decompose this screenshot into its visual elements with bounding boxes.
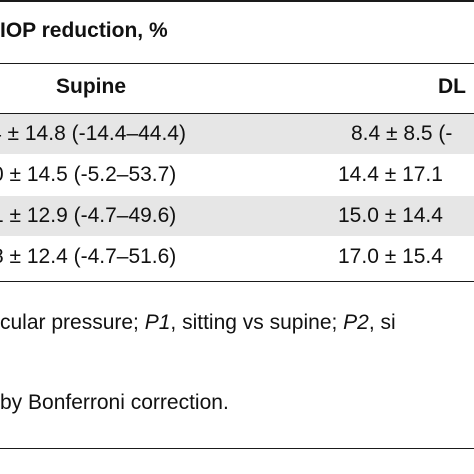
- footnote-text: , si: [368, 311, 396, 334]
- footnote-p2: P2: [343, 311, 369, 334]
- footnote-bottom-rule: [0, 448, 474, 449]
- column-group-title: IOP reduction, %: [0, 19, 168, 42]
- cell-dl: 8.4 ± 8.5 (-: [351, 122, 453, 145]
- column-header-supine: Supine: [56, 75, 127, 98]
- footnote-correction: by Bonferroni correction.: [0, 391, 229, 414]
- cell-supine: 1 ± 12.9 (-4.7–49.6): [0, 204, 177, 227]
- header-rule: [0, 113, 474, 114]
- column-header-dl: DL: [438, 75, 466, 98]
- group-header-rule: [0, 63, 474, 64]
- cell-dl: 15.0 ± 14.4: [338, 204, 443, 227]
- cell-dl: 17.0 ± 15.4: [338, 245, 443, 268]
- footnote-abbreviations: cular pressure; P1, sitting vs supine; P…: [0, 311, 396, 335]
- table-bottom-rule: [0, 281, 474, 282]
- footnote-p1: P1: [144, 311, 171, 334]
- cell-dl: 14.4 ± 17.1: [338, 163, 443, 186]
- footnote-text: , sitting vs supine;: [170, 311, 344, 334]
- row-band-3: [0, 196, 474, 236]
- cell-supine: 8 ± 12.4 (-4.7–51.6): [0, 245, 177, 268]
- footnote-text: cular pressure;: [0, 311, 145, 334]
- table-top-rule: [0, 0, 474, 2]
- cell-supine: 0 ± 14.5 (-5.2–53.7): [0, 163, 177, 186]
- cell-supine: 4 ± 14.8 (-14.4–44.4): [0, 122, 186, 145]
- row-band-1: [0, 114, 474, 154]
